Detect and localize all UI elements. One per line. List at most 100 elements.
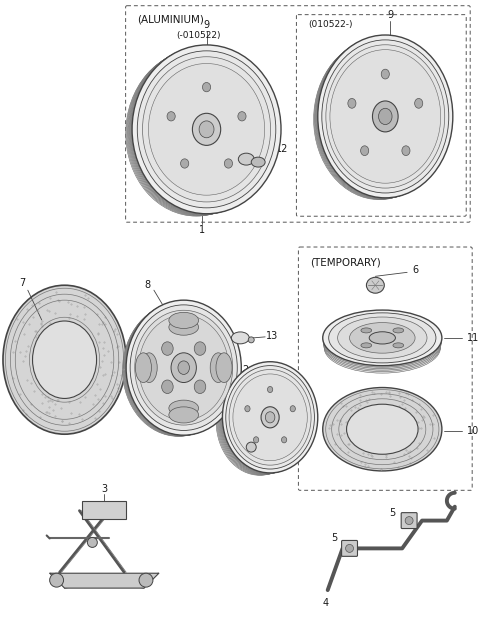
Ellipse shape xyxy=(229,369,311,465)
Ellipse shape xyxy=(127,50,268,216)
Ellipse shape xyxy=(162,380,173,394)
Ellipse shape xyxy=(169,407,199,423)
Ellipse shape xyxy=(267,387,273,392)
Ellipse shape xyxy=(194,380,206,394)
Text: (ALUMINIUM): (ALUMINIUM) xyxy=(137,14,204,24)
Ellipse shape xyxy=(324,317,441,370)
Text: 4: 4 xyxy=(323,598,329,608)
Ellipse shape xyxy=(218,365,309,474)
Text: 13: 13 xyxy=(266,331,278,341)
Text: 10: 10 xyxy=(467,426,479,436)
Ellipse shape xyxy=(143,57,271,202)
Ellipse shape xyxy=(139,315,228,420)
Ellipse shape xyxy=(281,436,287,443)
Ellipse shape xyxy=(220,364,312,474)
Ellipse shape xyxy=(323,312,442,367)
Ellipse shape xyxy=(326,45,444,188)
Ellipse shape xyxy=(124,303,237,436)
Ellipse shape xyxy=(324,315,441,369)
Ellipse shape xyxy=(180,159,189,168)
Ellipse shape xyxy=(393,343,404,348)
Ellipse shape xyxy=(226,365,314,469)
Ellipse shape xyxy=(323,310,442,365)
Ellipse shape xyxy=(128,49,272,215)
Text: 11: 11 xyxy=(467,333,479,343)
Ellipse shape xyxy=(222,362,318,473)
Text: 12: 12 xyxy=(276,144,288,154)
Ellipse shape xyxy=(313,39,445,200)
Polygon shape xyxy=(49,573,159,588)
Ellipse shape xyxy=(199,121,214,138)
Ellipse shape xyxy=(337,317,427,359)
Ellipse shape xyxy=(148,63,264,195)
Ellipse shape xyxy=(221,363,314,474)
Text: 5: 5 xyxy=(331,534,337,543)
FancyBboxPatch shape xyxy=(401,513,417,529)
Ellipse shape xyxy=(130,305,237,431)
Ellipse shape xyxy=(316,37,449,199)
Ellipse shape xyxy=(124,302,238,436)
Ellipse shape xyxy=(217,366,307,475)
Ellipse shape xyxy=(245,406,250,412)
Ellipse shape xyxy=(322,40,449,193)
Ellipse shape xyxy=(169,319,199,335)
Ellipse shape xyxy=(372,101,398,132)
Ellipse shape xyxy=(315,38,448,199)
Ellipse shape xyxy=(210,353,227,383)
Text: 2: 2 xyxy=(242,365,249,374)
Ellipse shape xyxy=(87,538,97,547)
Ellipse shape xyxy=(402,146,410,156)
Ellipse shape xyxy=(251,157,265,167)
Ellipse shape xyxy=(169,400,199,416)
Ellipse shape xyxy=(316,36,450,198)
Ellipse shape xyxy=(178,361,190,374)
Ellipse shape xyxy=(360,146,369,156)
Text: 6: 6 xyxy=(412,266,418,275)
Ellipse shape xyxy=(132,45,281,214)
Ellipse shape xyxy=(330,50,441,183)
Ellipse shape xyxy=(369,332,396,344)
Text: (-010522): (-010522) xyxy=(176,31,221,40)
Ellipse shape xyxy=(239,153,254,165)
Ellipse shape xyxy=(219,365,311,474)
Text: 7: 7 xyxy=(19,278,25,288)
Ellipse shape xyxy=(169,312,199,328)
Ellipse shape xyxy=(347,404,418,454)
Ellipse shape xyxy=(217,367,305,475)
Ellipse shape xyxy=(222,362,316,473)
Ellipse shape xyxy=(49,573,63,587)
Text: 1: 1 xyxy=(199,225,204,235)
Ellipse shape xyxy=(127,49,270,216)
Ellipse shape xyxy=(167,111,175,121)
Ellipse shape xyxy=(366,277,384,293)
Ellipse shape xyxy=(415,99,423,108)
Ellipse shape xyxy=(203,83,211,92)
Ellipse shape xyxy=(231,332,249,344)
FancyBboxPatch shape xyxy=(83,500,126,518)
Ellipse shape xyxy=(346,545,353,552)
Ellipse shape xyxy=(405,516,413,525)
Ellipse shape xyxy=(349,323,415,353)
Ellipse shape xyxy=(253,436,259,443)
Ellipse shape xyxy=(122,304,234,436)
Ellipse shape xyxy=(139,573,153,587)
Ellipse shape xyxy=(130,47,276,214)
Ellipse shape xyxy=(379,108,392,125)
Text: 8: 8 xyxy=(144,280,150,291)
Ellipse shape xyxy=(324,323,441,373)
Ellipse shape xyxy=(265,412,275,423)
Ellipse shape xyxy=(137,51,276,208)
Ellipse shape xyxy=(324,320,441,372)
Ellipse shape xyxy=(224,159,232,168)
Ellipse shape xyxy=(131,46,277,214)
Ellipse shape xyxy=(323,388,442,471)
Ellipse shape xyxy=(194,342,206,355)
Ellipse shape xyxy=(129,48,274,215)
Ellipse shape xyxy=(261,407,279,428)
Ellipse shape xyxy=(162,342,173,355)
Text: 9: 9 xyxy=(387,10,393,20)
Ellipse shape xyxy=(348,99,356,108)
Ellipse shape xyxy=(3,285,126,434)
Ellipse shape xyxy=(126,51,267,216)
Text: 5: 5 xyxy=(389,508,395,518)
